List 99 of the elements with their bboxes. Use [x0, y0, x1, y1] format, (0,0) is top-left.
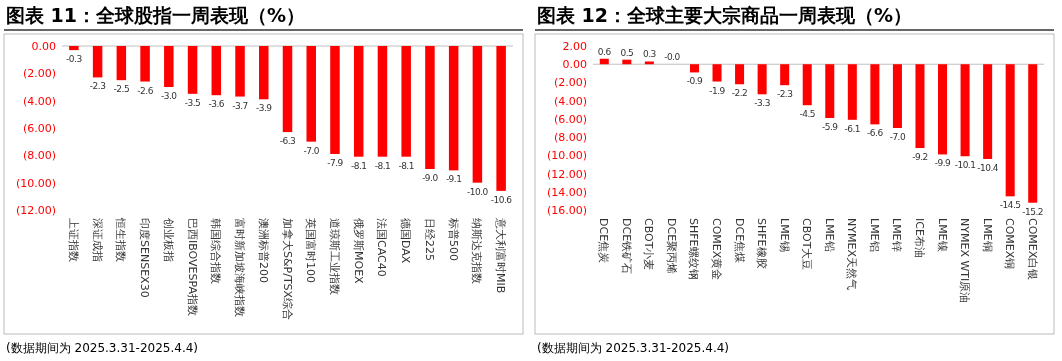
data-label: -2.3 [776, 89, 793, 100]
x-tick-label: LME铅 [822, 218, 836, 252]
y-tick-label: 0.00 [31, 40, 56, 53]
x-tick-label: LME锌 [890, 218, 904, 252]
x-tick-label: 英国富时100 [304, 218, 318, 283]
x-tick-label: LME铝 [867, 218, 881, 252]
data-label: -6.6 [867, 128, 884, 139]
data-label: -0.3 [66, 54, 82, 65]
data-label: -6.3 [279, 136, 296, 147]
x-tick-label: NYMEX天然气 [845, 218, 859, 290]
x-tick-label: 创业板指 [161, 218, 175, 262]
x-tick-label: 俄罗斯MOEX [351, 218, 365, 285]
x-tick-label: 印度SENSEX30 [138, 218, 152, 298]
data-label: -2.6 [137, 85, 154, 96]
y-tick-label: (10.00) [15, 176, 56, 190]
y-tick-label: (4.00) [22, 94, 56, 108]
data-label: -8.1 [374, 160, 391, 171]
data-label: -3.5 [184, 97, 201, 108]
data-label: -6.1 [844, 123, 861, 134]
y-tick-label: (8.00) [553, 131, 587, 145]
y-tick-label: 0.00 [562, 58, 587, 72]
data-label: -3.9 [255, 103, 273, 114]
data-label: -7.0 [889, 132, 906, 142]
data-label: -0.0 [664, 52, 681, 63]
data-label: -10.6 [490, 194, 513, 205]
x-tick-label: 上证指数 [66, 218, 80, 262]
chart-title: 图表 12：全球主要大宗商品一周表现（%） [537, 4, 913, 26]
data-label: 0.5 [620, 47, 634, 58]
y-tick-label: (10.00) [546, 149, 587, 163]
data-label: -7.0 [303, 145, 320, 156]
data-label: -2.5 [113, 84, 130, 95]
x-tick-label: 巴西IBOVESPA指数 [185, 218, 199, 316]
data-label: -14.5 [999, 200, 1021, 211]
x-tick-label: DCE焦炭 [597, 218, 611, 264]
data-label: -4.5 [799, 109, 816, 120]
y-tick-label: (16.00) [546, 204, 587, 217]
y-tick-label: (6.00) [22, 122, 56, 135]
x-tick-label: SHFE螺纹钢 [687, 218, 701, 280]
data-label: -1.9 [709, 85, 726, 96]
x-tick-label: DCE铁矿石 [619, 218, 633, 275]
x-tick-label: 日经225 [422, 218, 436, 261]
data-label: -2.3 [89, 81, 106, 92]
x-tick-label: 标普500 [446, 217, 460, 261]
y-tick-label: (2.00) [22, 67, 56, 81]
text: (数据期间为 2025.3.31-2025.4.4) [6, 341, 199, 355]
data-label: 0.6 [597, 46, 612, 57]
data-label: -3.6 [208, 99, 225, 110]
x-tick-label: 法国CAC40 [375, 218, 389, 277]
data-label: -5.9 [821, 121, 839, 132]
x-tick-label: ICE布油 [912, 218, 926, 258]
y-tick-label: (12.00) [15, 204, 56, 217]
data-label: -7.9 [327, 157, 344, 168]
data-label: -9.0 [422, 173, 439, 183]
y-tick-label: (6.00) [553, 112, 587, 126]
x-tick-label: 澳洲标普200 [256, 218, 270, 283]
x-tick-label: COMEX黄金 [710, 218, 724, 281]
x-tick-label: 加拿大S&P/TSX综合 [280, 218, 294, 321]
data-label: -10.4 [977, 162, 999, 173]
y-tick-label: (14.00) [546, 185, 587, 199]
x-tick-label: CBOT大豆 [800, 218, 814, 271]
x-tick-label: LME镍 [935, 218, 949, 252]
data-label: -15.2 [1022, 206, 1044, 217]
x-tick-label: LME锡 [777, 218, 791, 252]
x-tick-label: 纳斯达克指数 [470, 218, 484, 284]
x-tick-label: 意大利富时MIB [494, 217, 508, 294]
data-label: -0.9 [686, 76, 704, 87]
data-label: -8.1 [350, 160, 367, 171]
y-tick-label: (8.00) [22, 149, 56, 163]
data-label: -3.7 [232, 100, 248, 111]
data-label: -2.2 [731, 88, 748, 99]
y-tick-label: (12.00) [546, 167, 587, 181]
x-tick-label: 恒生指数 [114, 217, 128, 262]
data-label: -3.0 [161, 91, 178, 101]
x-tick-label: DCE聚丙烯 [664, 218, 678, 275]
x-tick-label: LME铜 [980, 218, 994, 252]
chart-title: 图表 11：全球股指一周表现（%） [6, 4, 306, 26]
data-label: -9.9 [934, 158, 952, 169]
x-tick-label: 道琼斯工业指数 [327, 218, 341, 295]
x-tick-label: 富时新加坡海峡指数 [233, 218, 247, 317]
x-tick-label: SHFE橡胶 [755, 218, 769, 269]
x-tick-label: DCE焦煤 [732, 218, 746, 264]
data-label: -9.1 [445, 174, 462, 185]
data-label: -9.2 [912, 152, 928, 163]
data-label: -8.1 [398, 160, 414, 171]
y-tick-label: 2.00 [562, 40, 587, 53]
x-tick-label: NYMEX WTI原油 [958, 218, 972, 304]
data-label: 0.3 [642, 49, 656, 60]
x-tick-label: 韩国综合指数 [209, 218, 223, 284]
y-tick-label: (4.00) [553, 94, 587, 108]
x-tick-label: COMEX铜 [1003, 218, 1017, 270]
data-label: -3.3 [754, 98, 770, 109]
x-tick-label: 深证成指 [90, 218, 104, 262]
x-tick-label: COMEX白银 [1025, 218, 1039, 281]
x-tick-label: 德国DAX [399, 218, 413, 264]
text: (数据期间为 2025.3.31-2025.4.4) [537, 341, 730, 355]
data-label: -10.1 [954, 160, 976, 171]
data-label: -10.0 [467, 186, 489, 197]
x-tick-label: CBOT小麦 [642, 218, 656, 271]
y-tick-label: (2.00) [553, 76, 587, 90]
